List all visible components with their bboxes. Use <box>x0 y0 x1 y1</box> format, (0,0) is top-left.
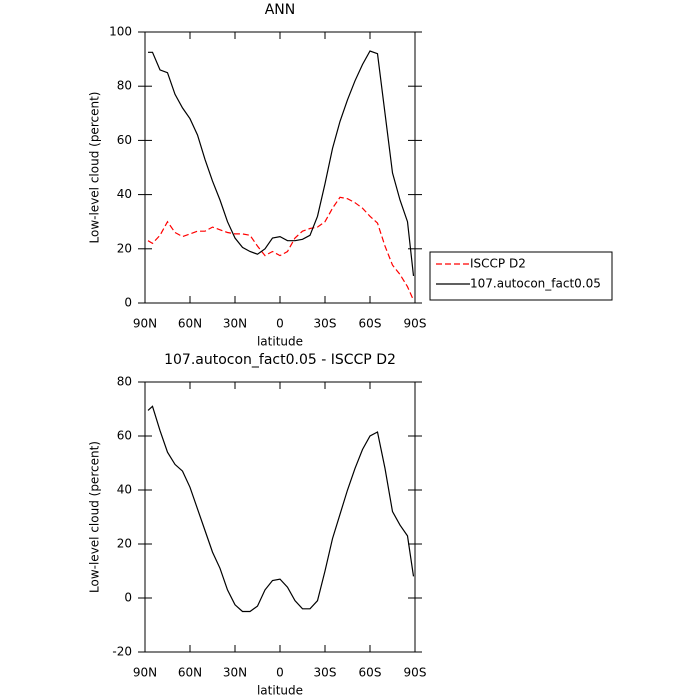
x-tick-label: 90N <box>133 666 157 680</box>
y-tick-label: 80 <box>117 375 132 389</box>
x-tick-label: 30N <box>223 317 247 331</box>
y-tick-label: 100 <box>109 25 132 39</box>
x-tick-label: 30S <box>314 666 337 680</box>
data-line <box>147 196 415 301</box>
y-tick-label: 20 <box>117 537 132 551</box>
y-tick-label: 20 <box>117 241 132 255</box>
x-axis-label: latitude <box>257 684 303 698</box>
legend-box <box>429 251 613 301</box>
x-tick-label: 30N <box>223 666 247 680</box>
y-tick-label: 40 <box>117 187 132 201</box>
y-tick-label: 60 <box>117 429 132 443</box>
x-tick-label: 60S <box>359 666 382 680</box>
data-line <box>148 50 415 276</box>
y-tick-label: 0 <box>124 591 132 605</box>
x-axis-label: latitude <box>257 335 303 349</box>
chart-title: 107.autocon_fact0.05 - ISCCP D2 <box>164 352 396 368</box>
x-tick-label: 0 <box>276 317 284 331</box>
y-tick-label: -20 <box>112 645 132 659</box>
y-tick-label: 60 <box>117 133 132 147</box>
plot-frame <box>144 381 416 653</box>
x-tick-label: 60N <box>178 317 202 331</box>
x-tick-label: 60N <box>178 666 202 680</box>
x-tick-label: 0 <box>276 666 284 680</box>
chart-title: ANN <box>265 2 296 18</box>
plot-frame <box>144 31 416 304</box>
legend-label: ISCCP D2 <box>470 257 526 271</box>
legend-label: 107.autocon_fact0.05 <box>470 277 601 291</box>
y-tick-label: 0 <box>124 296 132 310</box>
x-tick-label: 90S <box>404 666 427 680</box>
y-axis-label: Low-level cloud (percent) <box>88 92 102 244</box>
x-tick-label: 90N <box>133 317 157 331</box>
y-tick-label: 40 <box>117 483 132 497</box>
x-tick-label: 90S <box>404 317 427 331</box>
y-axis-label: Low-level cloud (percent) <box>88 441 102 593</box>
x-tick-label: 30S <box>314 317 337 331</box>
data-line <box>147 405 415 613</box>
x-tick-label: 60S <box>359 317 382 331</box>
y-tick-label: 80 <box>117 79 132 93</box>
